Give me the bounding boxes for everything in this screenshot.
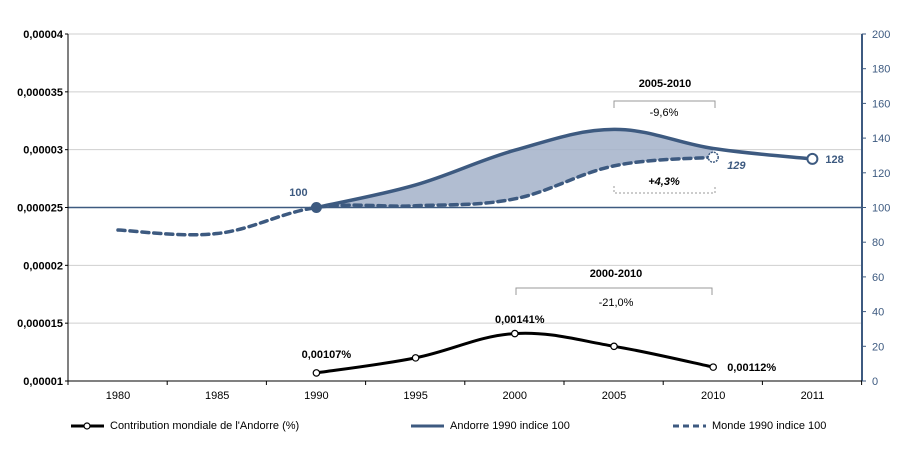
annotation-2000-2010: 2000-2010 -21,0% xyxy=(515,268,713,309)
data-point-monde-2010 xyxy=(707,151,719,163)
series-layer xyxy=(116,127,819,377)
y-right-tick-label: 40 xyxy=(872,307,884,319)
labels-layer: 0,00107% 0,00141% 0,00112% 100 129 128 xyxy=(289,154,844,374)
data-point-contribution xyxy=(312,369,321,377)
data-label-monde-2010: 129 xyxy=(727,160,746,172)
data-point-index-1990 xyxy=(310,202,322,213)
x-tick-label: 2005 xyxy=(602,390,626,402)
data-point-contribution xyxy=(510,329,519,338)
data-label-contribution-2010: 0,00112% xyxy=(727,362,776,374)
y-left-tick-label: 0,000035 xyxy=(17,87,63,99)
data-point-contribution xyxy=(709,363,718,371)
x-tick-label: 1985 xyxy=(205,390,229,402)
x-tick-label: 1980 xyxy=(106,390,130,402)
x-tick-label: 2000 xyxy=(503,390,527,402)
x-tick-label: 2010 xyxy=(701,390,725,402)
data-label-contribution-1990: 0,00107% xyxy=(302,349,352,361)
y-right-tick-label: 20 xyxy=(872,341,884,353)
y-right-tick-label: 200 xyxy=(872,29,890,41)
data-point-andorre-2011 xyxy=(806,152,819,165)
legend-label: Monde 1990 indice 100 xyxy=(712,420,827,432)
annotation-andorre-change: -9,6% xyxy=(650,107,679,119)
x-tick-label: 1995 xyxy=(403,390,427,402)
y-right-tick-label: 180 xyxy=(872,64,890,76)
series-line-andorre xyxy=(314,127,815,210)
andorre-monde-gap-area xyxy=(316,129,714,208)
y-left-tick-label: 0,00002 xyxy=(23,260,63,272)
legend-item-andorre: Andorre 1990 indice 100 xyxy=(410,420,570,432)
legend-swatch-blue-dashed-line xyxy=(673,424,706,428)
legend-label: Contribution mondiale de l'Andorre (%) xyxy=(110,420,300,432)
annotation-monde-change: +4,3% xyxy=(648,176,680,188)
y-right-tick-label: 120 xyxy=(872,168,890,180)
y-right-tick-label: 140 xyxy=(872,133,890,145)
legend-swatch-black-line xyxy=(71,422,104,430)
annotation-2005-2010: 2005-2010 -9,6% +4,3% xyxy=(613,78,716,194)
y-left-tick-label: 0,000015 xyxy=(17,318,63,330)
y-right-tick-label: 0 xyxy=(872,376,878,388)
data-label-index-1990: 100 xyxy=(289,187,307,199)
y-left-tick-label: 0,00003 xyxy=(23,145,63,157)
y-right-tick-label: 100 xyxy=(872,203,890,215)
legend-swatch-blue-line xyxy=(411,424,444,428)
legend-item-monde: Monde 1990 indice 100 xyxy=(672,420,826,432)
series-line-monde xyxy=(116,155,715,237)
x-tick-label: 1990 xyxy=(304,390,328,402)
data-point-contribution xyxy=(610,342,618,351)
y-left-tick-label: 0,000025 xyxy=(17,203,63,215)
data-label-andorre-2011: 128 xyxy=(825,154,843,166)
series-line-contribution xyxy=(314,331,715,375)
data-label-contribution-2000: 0,00141% xyxy=(495,314,545,326)
y-left-tick-label: 0,00001 xyxy=(23,376,63,388)
x-tick-label: 2011 xyxy=(801,390,825,402)
annotation-contribution-change: -21,0% xyxy=(599,297,634,309)
legend-item-contribution: Contribution mondiale de l'Andorre (%) xyxy=(70,420,299,432)
y-left-tick-label: 0,00004 xyxy=(23,29,64,41)
y-right-tick-label: 80 xyxy=(872,237,884,249)
data-point-contribution xyxy=(411,354,420,362)
y-right-tick-label: 160 xyxy=(872,98,890,110)
annotation-title: 2005-2010 xyxy=(639,78,692,90)
axes: 0,00001 0,000015 0,00002 0,000025 0,00003 0,0… xyxy=(17,29,890,402)
annotation-title: 2000-2010 xyxy=(590,268,643,280)
y-right-tick-label: 60 xyxy=(872,272,884,284)
legend-label: Andorre 1990 indice 100 xyxy=(450,420,570,432)
